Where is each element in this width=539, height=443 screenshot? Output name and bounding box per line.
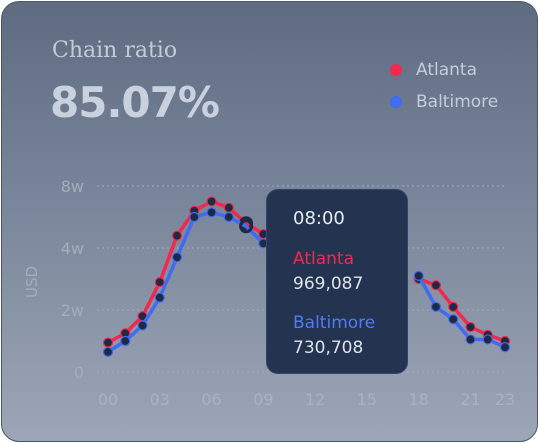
data-point-baltimore xyxy=(137,320,148,331)
y-tick-label: 8w xyxy=(61,177,84,196)
data-point-baltimore xyxy=(189,211,200,223)
data-point-baltimore xyxy=(223,211,234,223)
data-point-atlanta xyxy=(448,301,459,312)
x-tick-label: 15 xyxy=(357,390,377,409)
data-point-baltimore xyxy=(120,335,131,347)
legend-label-baltimore: Baltimore xyxy=(416,92,499,112)
y-tick-label: 4w xyxy=(61,239,84,258)
series-line-baltimore xyxy=(106,210,266,354)
data-point-baltimore xyxy=(154,292,165,303)
tooltip-series-baltimore: Baltimore xyxy=(293,313,376,333)
data-point-atlanta xyxy=(430,280,442,291)
data-point-atlanta xyxy=(465,321,476,333)
legend-marker-baltimore xyxy=(390,96,402,108)
data-point-atlanta xyxy=(154,277,165,288)
data-point-atlanta xyxy=(102,337,114,348)
x-tick-label: 12 xyxy=(305,390,325,409)
legend-item-atlanta[interactable]: Atlanta xyxy=(390,58,498,82)
x-tick-label: 03 xyxy=(150,390,170,409)
data-point-baltimore xyxy=(499,342,511,353)
y-tick-label: 2w xyxy=(61,301,84,320)
x-tick-label: 09 xyxy=(253,390,273,409)
tooltip-time: 08:00 xyxy=(293,208,345,229)
tooltip-series-atlanta: Atlanta xyxy=(293,249,354,269)
data-point-baltimore xyxy=(448,314,459,325)
card-title: Chain ratio xyxy=(52,38,178,63)
data-point-baltimore xyxy=(465,334,476,345)
chart-tooltip: 08:00 Atlanta 969,087 Baltimore 730,708 xyxy=(266,189,408,374)
data-point-baltimore xyxy=(430,301,442,312)
data-point-atlanta xyxy=(223,202,234,213)
data-point-baltimore xyxy=(413,270,424,281)
x-tick-label: 18 xyxy=(409,390,429,409)
x-tick-label: 21 xyxy=(460,390,480,409)
data-point-atlanta xyxy=(206,196,217,207)
x-tick-label: 00 xyxy=(98,390,118,409)
data-point-baltimore xyxy=(206,207,217,218)
legend-label-atlanta: Atlanta xyxy=(416,60,477,80)
x-tick-label: 23 xyxy=(495,390,515,409)
legend-item-baltimore[interactable]: Baltimore xyxy=(390,90,498,114)
y-axis-title: USD xyxy=(23,266,41,298)
tooltip-value-atlanta: 969,087 xyxy=(293,274,364,294)
data-point-baltimore xyxy=(239,219,254,234)
data-point-baltimore xyxy=(171,252,183,263)
series-line-atlanta xyxy=(106,199,266,345)
data-point-baltimore xyxy=(102,346,114,357)
x-tick-label: 06 xyxy=(201,390,221,409)
chart-legend: Atlanta Baltimore xyxy=(390,58,498,122)
data-point-atlanta xyxy=(171,230,183,241)
tooltip-value-baltimore: 730,708 xyxy=(293,338,364,358)
data-point-baltimore xyxy=(482,334,493,345)
y-tick-label: 0 xyxy=(74,363,84,382)
legend-marker-atlanta xyxy=(390,64,402,76)
chain-ratio-value: 85.07% xyxy=(50,78,220,127)
